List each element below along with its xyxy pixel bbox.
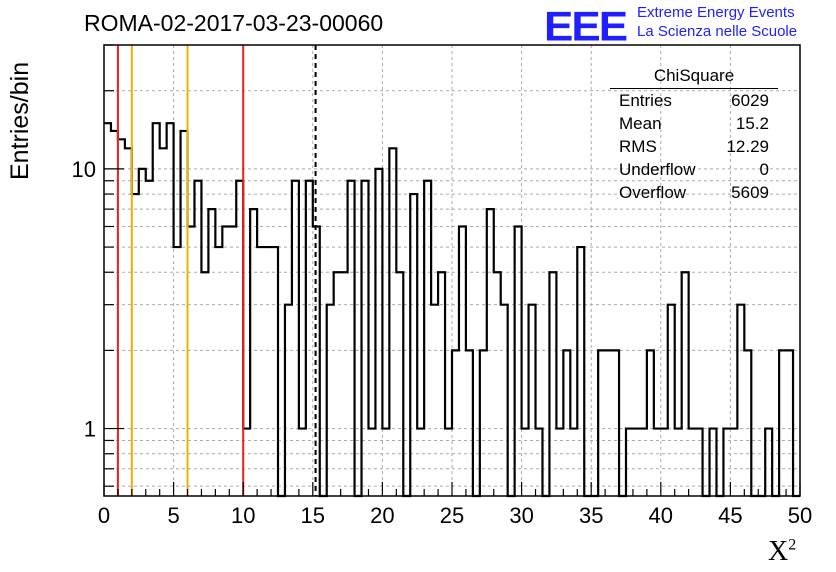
x-tick-label: 20 xyxy=(370,503,394,528)
stats-row: RMS 12.29 xyxy=(610,135,778,158)
histogram-bin xyxy=(494,272,501,496)
axis-ticks: 0 5 10 15 20 25 30 35 40 45 50 1 10 xyxy=(72,44,812,528)
histogram-bin xyxy=(201,272,208,496)
y-tick-label: 1 xyxy=(84,417,96,442)
histogram-bin xyxy=(264,247,271,496)
stats-value: 12.29 xyxy=(726,137,769,156)
stats-label: Underflow xyxy=(619,160,696,179)
logo-caption: Extreme Energy Events La Scienza nelle S… xyxy=(637,3,797,41)
x-tick-label: 45 xyxy=(718,503,742,528)
stats-value: 15.2 xyxy=(735,114,769,133)
histogram-bin xyxy=(334,272,341,496)
plot-frame xyxy=(103,44,801,497)
histogram-bin xyxy=(111,131,118,496)
reference-lines xyxy=(116,45,317,496)
stats-row: Entries 6029 xyxy=(610,89,778,112)
stats-label: Entries xyxy=(619,91,672,110)
histogram-bin xyxy=(215,247,222,496)
stats-label: RMS xyxy=(619,137,657,156)
histogram-bin xyxy=(229,227,236,496)
x-axis-label: X2 xyxy=(768,536,796,568)
x-tick-label: 35 xyxy=(579,503,603,528)
stats-value: 6029 xyxy=(731,91,769,110)
x-axis-label-sup: 2 xyxy=(788,536,797,554)
x-axis-label-base: X xyxy=(768,536,789,567)
chart-title: ROMA-02-2017-03-23-00060 xyxy=(84,10,384,36)
stats-label: Mean xyxy=(619,114,662,133)
histogram-bin xyxy=(118,139,125,496)
stats-label: Overflow xyxy=(619,183,687,202)
stats-row: Underflow 0 xyxy=(610,158,778,181)
histogram-bin xyxy=(188,227,195,496)
x-tick-label: 30 xyxy=(509,503,533,528)
x-tick-label: 10 xyxy=(231,503,255,528)
y-axis-label: Entries/bin xyxy=(6,61,34,180)
histogram-bin xyxy=(341,272,348,496)
x-tick-label: 25 xyxy=(440,503,464,528)
x-tick-label: 40 xyxy=(649,503,673,528)
x-tick-label: 5 xyxy=(167,503,179,528)
stats-title: ChiSquare xyxy=(610,66,778,89)
x-tick-label: 15 xyxy=(301,503,325,528)
eee-logo: EEE xyxy=(544,3,628,50)
logo-caption-line1: Extreme Energy Events xyxy=(637,4,795,21)
histogram-outline xyxy=(104,122,800,498)
stats-box: ChiSquare Entries 6029 Mean 15.2 RMS 12.29 … xyxy=(610,66,778,204)
x-tick-label: 50 xyxy=(788,503,812,528)
histogram-bin xyxy=(222,227,229,496)
histogram-bin xyxy=(431,305,438,496)
stats-value: 0 xyxy=(759,160,769,179)
histogram-series xyxy=(104,122,800,498)
histogram-bin xyxy=(125,148,132,496)
x-tick-label: 0 xyxy=(98,503,110,528)
stats-row: Mean 15.2 xyxy=(610,112,778,135)
histogram-bin xyxy=(160,148,167,496)
logo-caption-line2: La Scienza nelle Scuole xyxy=(637,23,798,40)
histogram-bin xyxy=(146,181,153,496)
histogram-bin xyxy=(174,247,181,496)
stats-value: 5609 xyxy=(731,183,769,202)
y-tick-label: 10 xyxy=(72,157,96,182)
histogram-bin xyxy=(139,169,146,496)
histogram-bin xyxy=(605,350,612,496)
histogram-bin xyxy=(257,247,264,496)
histogram-bin xyxy=(132,194,139,496)
stats-row: Overflow 5609 xyxy=(610,181,778,204)
